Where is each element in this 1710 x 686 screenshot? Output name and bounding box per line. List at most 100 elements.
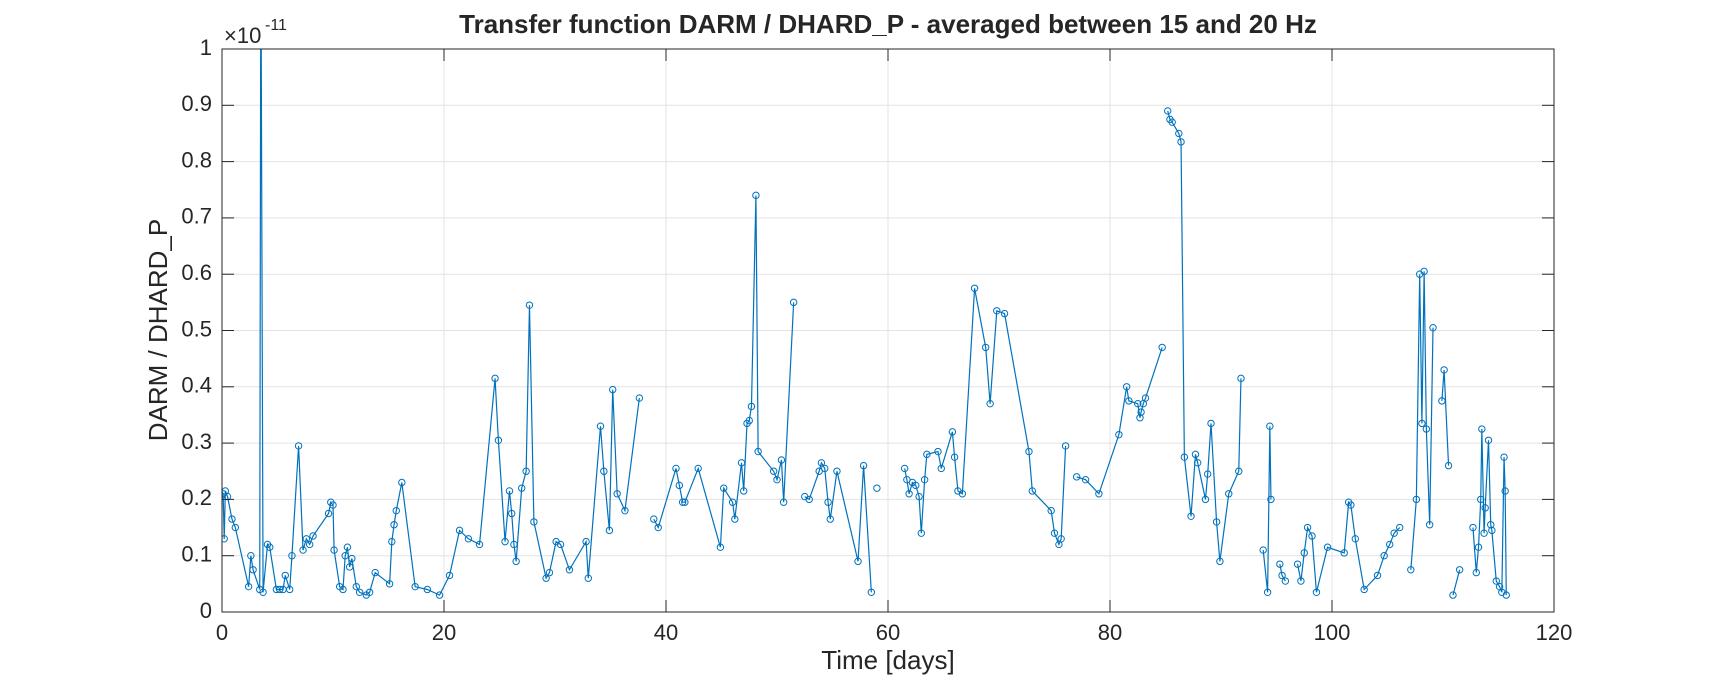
data-point xyxy=(1047,506,1055,515)
data-point xyxy=(1025,447,1033,456)
data-point xyxy=(1360,585,1368,594)
data-point xyxy=(621,506,629,515)
data-point xyxy=(1308,532,1316,540)
x-tick-label: 0 xyxy=(216,620,228,645)
data-point xyxy=(341,552,349,560)
data-point xyxy=(1472,568,1481,577)
data-point xyxy=(1373,571,1382,580)
data-point xyxy=(917,529,925,537)
data-point xyxy=(1164,107,1172,115)
data-point xyxy=(1455,566,1464,574)
data-point xyxy=(854,557,862,566)
data-point xyxy=(728,498,737,506)
data-point xyxy=(1235,467,1243,475)
data-point xyxy=(740,487,748,495)
data-point xyxy=(609,385,617,394)
data-point xyxy=(324,509,333,518)
data-point xyxy=(1081,475,1090,484)
chart-title: Transfer function DARM / DHARD_P - avera… xyxy=(459,9,1317,39)
data-point xyxy=(385,580,394,588)
data-point xyxy=(1125,397,1133,405)
data-point xyxy=(305,540,314,549)
data-point xyxy=(445,571,454,580)
data-point xyxy=(299,546,307,554)
y-tick-label: 0.1 xyxy=(181,542,212,567)
data-point xyxy=(1057,535,1065,543)
data-point xyxy=(1115,430,1123,439)
data-point xyxy=(1474,543,1483,551)
data-point xyxy=(371,568,379,577)
data-point xyxy=(950,453,959,461)
data-point xyxy=(1263,588,1272,596)
data-point xyxy=(1134,399,1142,408)
data-point xyxy=(1303,523,1312,532)
data-point xyxy=(1425,521,1434,529)
y-exponent: -11 xyxy=(265,17,287,34)
data-point xyxy=(1396,523,1404,532)
data-point xyxy=(1000,309,1009,318)
data-point xyxy=(737,459,746,467)
x-tick-label: 120 xyxy=(1536,620,1573,645)
data-point xyxy=(1300,549,1308,557)
data-point xyxy=(1492,577,1500,585)
data-point xyxy=(817,459,826,467)
y-tick-label: 0 xyxy=(200,598,212,623)
data-point xyxy=(1407,566,1415,574)
data-point xyxy=(1207,419,1215,428)
data-point xyxy=(1175,129,1183,138)
data-point xyxy=(1469,523,1477,532)
data-point xyxy=(731,515,739,523)
data-point xyxy=(1386,540,1394,549)
data-point xyxy=(518,484,526,492)
data-point xyxy=(1312,588,1321,596)
data-point xyxy=(596,422,605,430)
data-point xyxy=(522,467,530,475)
data-point xyxy=(1340,549,1348,557)
data-point xyxy=(1180,453,1189,461)
data-point xyxy=(494,436,503,444)
data-point xyxy=(923,450,931,459)
data-point xyxy=(920,475,929,484)
data-point xyxy=(1137,408,1145,416)
data-point xyxy=(1351,535,1360,543)
data-point xyxy=(1487,521,1495,529)
data-point xyxy=(605,526,614,535)
data-point xyxy=(352,582,361,591)
data-point xyxy=(773,475,781,484)
x-tick-label: 80 xyxy=(1098,620,1122,645)
data-point xyxy=(873,484,881,492)
data-point xyxy=(1429,323,1437,332)
data-point xyxy=(789,298,798,307)
data-point xyxy=(276,585,284,594)
data-point xyxy=(1225,490,1233,498)
data-point xyxy=(1187,512,1195,520)
data-point xyxy=(1061,442,1070,450)
data-point xyxy=(294,442,303,450)
data-point xyxy=(259,588,267,596)
data-point xyxy=(464,535,473,543)
data-point xyxy=(1440,366,1448,374)
x-tick-label: 20 xyxy=(432,620,456,645)
data-point xyxy=(900,464,909,473)
data-point xyxy=(512,557,520,566)
data-point xyxy=(747,402,756,411)
data-point xyxy=(1418,419,1426,428)
data-point xyxy=(1347,501,1355,509)
data-point xyxy=(491,374,499,383)
y-tick-label: 0.8 xyxy=(181,147,212,172)
data-point xyxy=(1158,343,1166,352)
data-point xyxy=(1323,543,1332,551)
data-point xyxy=(556,540,565,549)
data-point xyxy=(905,490,913,498)
data-point xyxy=(343,543,352,551)
data-point xyxy=(1095,490,1103,498)
y-exponent-base: ×10 xyxy=(224,23,261,48)
data-point xyxy=(266,543,274,551)
data-point xyxy=(390,521,398,529)
data-point xyxy=(1480,529,1488,537)
data-point xyxy=(1203,470,1212,478)
data-point xyxy=(934,447,942,456)
data-point xyxy=(510,540,518,549)
data-point xyxy=(545,568,554,577)
data-point xyxy=(824,498,832,506)
